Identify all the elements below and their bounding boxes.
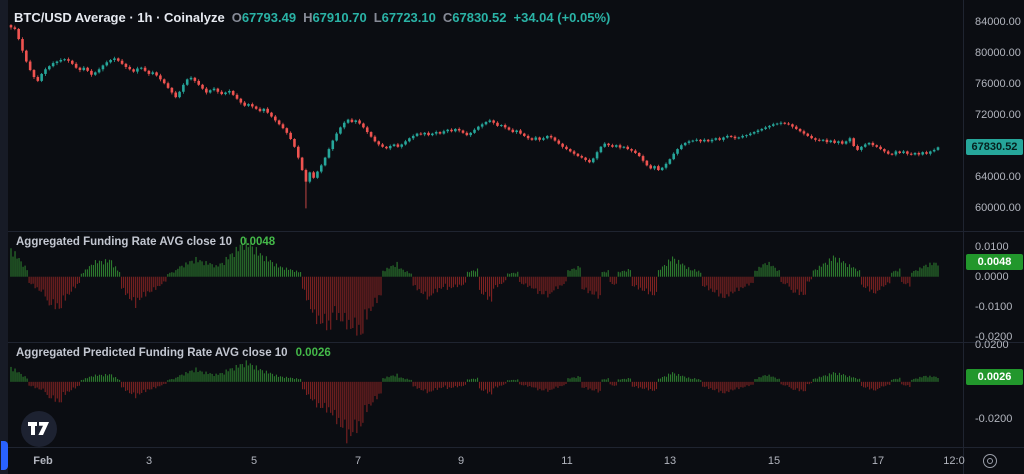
funding-rate-legend[interactable]: Aggregated Funding Rate AVG close 10 0.00… xyxy=(16,236,275,248)
pane-separator[interactable] xyxy=(8,342,1024,343)
symbol-legend[interactable]: BTC/USD Average · 1h · Coinalyze O67793.4… xyxy=(14,10,610,25)
price-tick-label: 0.0100 xyxy=(975,240,1009,253)
price-tick-label: 80000.00 xyxy=(975,46,1021,59)
price-tick-label: 0.0000 xyxy=(975,270,1009,283)
time-tick-label: 3 xyxy=(145,455,153,467)
symbol-title[interactable]: BTC/USD Average · 1h · Coinalyze xyxy=(14,10,225,25)
price-tick-label: 64000.00 xyxy=(975,170,1021,183)
price-tick-label: 60000.00 xyxy=(975,201,1021,214)
candlestick-series xyxy=(9,24,940,209)
price-tick-label: -0.0100 xyxy=(975,300,1013,313)
pane-separator[interactable] xyxy=(8,231,1024,232)
price-tick-label: 76000.00 xyxy=(975,77,1021,90)
last-price-badge: 67830.52 xyxy=(966,139,1023,155)
time-tick-label: 7 xyxy=(354,455,362,467)
tradingview-logo-icon xyxy=(28,422,49,435)
time-axis-separator xyxy=(8,447,1024,448)
funding-rate-label[interactable]: Aggregated Funding Rate AVG close 10 xyxy=(16,236,232,248)
high-label: H xyxy=(303,10,313,25)
time-tick-label: Feb xyxy=(33,455,53,467)
predicted-funding-rate-legend[interactable]: Aggregated Predicted Funding Rate AVG cl… xyxy=(16,347,331,359)
time-tick-label: 12:0 xyxy=(943,455,965,467)
predicted-funding-rate-badge: 0.0026 xyxy=(966,369,1023,385)
predicted-funding-rate-value: 0.0026 xyxy=(295,347,331,359)
predicted-funding-rate-bars xyxy=(10,360,939,444)
time-tick-label: 9 xyxy=(457,455,465,467)
time-tick-label: 15 xyxy=(767,455,781,467)
price-tick-label: 72000.00 xyxy=(975,108,1021,121)
left-edge-strip xyxy=(0,0,8,474)
low-value: 67723.10 xyxy=(381,10,436,25)
price-axis-separator xyxy=(963,0,964,474)
tradingview-logo[interactable] xyxy=(21,411,57,447)
price-tick-label: 84000.00 xyxy=(975,15,1021,28)
time-tick-label: 11 xyxy=(561,455,573,467)
predicted-funding-rate-label[interactable]: Aggregated Predicted Funding Rate AVG cl… xyxy=(16,347,288,359)
price-tick-label: -0.0200 xyxy=(975,330,1013,343)
price-tick-label: -0.0200 xyxy=(975,413,1013,426)
low-label: L xyxy=(373,10,382,25)
funding-rate-value: 0.0048 xyxy=(239,236,276,248)
change-value: +34.04 (+0.05%) xyxy=(513,10,611,25)
axis-settings-icon[interactable] xyxy=(983,454,997,468)
time-tick-label: 17 xyxy=(871,455,885,467)
time-tick-label: 13 xyxy=(663,455,677,467)
funding-rate-bars xyxy=(10,237,939,336)
scroll-handle[interactable] xyxy=(1,441,8,470)
close-label: C xyxy=(442,10,453,25)
funding-rate-badge: 0.0048 xyxy=(966,254,1023,270)
open-label: O xyxy=(231,10,242,25)
high-value: 67910.70 xyxy=(312,10,367,25)
price-tick-label: 0.0200 xyxy=(975,338,1009,351)
open-value: 67793.49 xyxy=(241,10,297,25)
time-tick-label: 5 xyxy=(250,455,258,467)
close-value: 67830.52 xyxy=(452,10,507,25)
